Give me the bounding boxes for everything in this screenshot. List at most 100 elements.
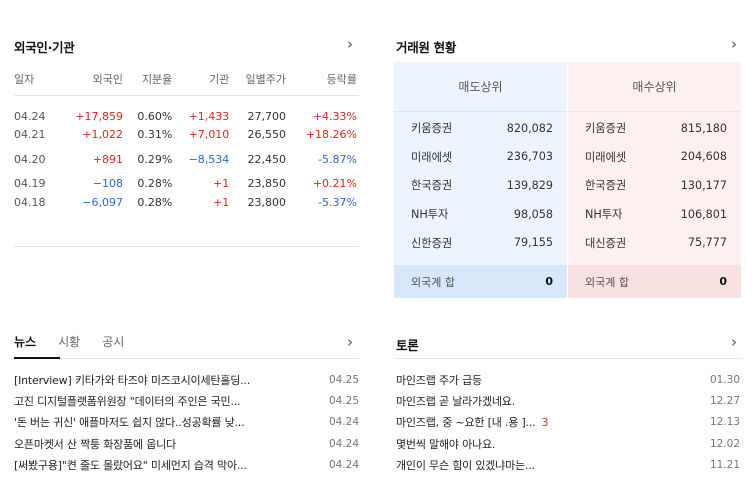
forum-post-title-wrap: 마인즈랩 곧 날라가겠네요. xyxy=(396,393,515,409)
forum-post-title-wrap: 마인즈랩 주가 급등 xyxy=(396,372,482,388)
broker-name: 한국증권 xyxy=(585,179,627,193)
forum-title: 토론 xyxy=(396,338,419,353)
news-headline[interactable]: 고진 디지털플랫폼위원장 "데이터의 주인은 국민... xyxy=(14,395,241,409)
broker-volume: 75,777 xyxy=(687,236,727,250)
cell-inst: −8,534 xyxy=(188,152,230,166)
broker-volume: 236,703 xyxy=(506,150,553,164)
buy-foreign-sum: 외국계 합 0 xyxy=(568,265,741,298)
chevron-right-icon[interactable]: › xyxy=(731,35,737,53)
cell-inst: +7,010 xyxy=(188,128,230,142)
sell-foreign-sum-value: 0 xyxy=(545,275,553,288)
divider xyxy=(14,358,359,359)
sell-broker-row[interactable]: NH투자 98,058 xyxy=(394,200,567,229)
table-row: 04.18 −6,097 0.28% +1 23,800 -5.37% xyxy=(14,196,359,220)
buy-broker-row[interactable]: 한국증권 130,177 xyxy=(568,171,741,200)
broker-title: 거래원 현황 xyxy=(396,40,457,55)
forum-post-date: 01.30 xyxy=(709,373,740,386)
tab-disclosure[interactable]: 공시 xyxy=(102,335,125,349)
broker-volume: 79,155 xyxy=(513,236,553,250)
news-date: 04.24 xyxy=(328,437,359,450)
broker-name: 신한증권 xyxy=(411,236,453,250)
cell-date: 04.21 xyxy=(14,128,46,142)
divider xyxy=(14,246,359,247)
sell-broker-row[interactable]: 한국증권 139,829 xyxy=(394,171,567,200)
chevron-right-icon[interactable]: › xyxy=(731,333,737,351)
buy-broker-row[interactable]: NH투자 106,801 xyxy=(568,200,741,229)
forum-post-date: 12.27 xyxy=(709,395,740,408)
forum-post[interactable]: 마인즈랩 곧 날라가겠네요. 12.27 xyxy=(396,390,740,411)
news-item[interactable]: [Interview] 키타가와 타즈야 미즈코시이세탄홀딩... 04.25 xyxy=(14,369,359,390)
sell-top-header: 매도상위 xyxy=(394,62,567,112)
forum-post-date: 12.02 xyxy=(709,437,740,450)
forum-post[interactable]: 마인즈랩, 중 ~요한 [내 .용 ]... 3 12.13 xyxy=(396,412,740,433)
cell-inst: +1,433 xyxy=(188,109,230,123)
cell-change: +0.21% xyxy=(312,176,357,190)
col-share: 지분율 xyxy=(141,72,173,86)
forum-post[interactable]: 몇번씩 말해야 아나요. 12.02 xyxy=(396,433,740,454)
buy-top-column: 매수상위 키움증권 815,180 미래에셋 204,608 한국증권 130,177 NH… xyxy=(568,62,741,298)
cell-foreign: +891 xyxy=(92,152,124,166)
table-row: 04.24 +17,859 0.60% +1,433 27,700 +4.33% xyxy=(14,95,359,123)
cell-share: 0.28% xyxy=(137,196,173,210)
sell-broker-row[interactable]: 키움증권 820,082 xyxy=(394,114,567,143)
forum-post[interactable]: 개인이 무슨 힘이 있겠냐마는... 11.21 xyxy=(396,455,740,476)
buy-broker-row[interactable]: 미래에셋 204,608 xyxy=(568,143,741,172)
news-item[interactable]: '돈 버는 귀신' 애플마저도 쉽지 않다..성공확률 낮... 04.24 xyxy=(14,412,359,433)
buy-broker-row[interactable]: 대신증권 75,777 xyxy=(568,228,741,257)
broker-name: 미래에셋 xyxy=(585,150,627,164)
cell-date: 04.18 xyxy=(14,196,46,210)
news-headline[interactable]: '돈 버는 귀신' 애플마저도 쉽지 않다..성공확률 낮... xyxy=(14,416,245,430)
forum-post-date: 12.13 xyxy=(709,416,740,429)
news-tabs: 뉴스 시황 공시 xyxy=(14,331,146,359)
forum-post-title[interactable]: 마인즈랩, 중 ~요한 [내 .용 ]... xyxy=(396,416,536,430)
broker-volume: 139,829 xyxy=(506,178,553,192)
cell-date: 04.24 xyxy=(14,109,46,123)
buy-foreign-sum-value: 0 xyxy=(719,275,727,288)
cell-share: 0.60% xyxy=(137,109,173,123)
news-date: 04.24 xyxy=(328,459,359,472)
col-price: 일별주가 xyxy=(245,72,286,86)
chevron-right-icon[interactable]: › xyxy=(347,333,353,351)
broker-volume: 98,058 xyxy=(513,207,553,221)
cell-inst: +1 xyxy=(213,196,230,210)
sell-broker-row[interactable]: 미래에셋 236,703 xyxy=(394,143,567,172)
cell-change: -5.87% xyxy=(318,152,357,166)
forum-post-title[interactable]: 마인즈랩 주가 급등 xyxy=(396,373,482,387)
col-foreign: 외국인 xyxy=(92,72,124,86)
cell-price: 26,550 xyxy=(247,128,287,142)
news-headline[interactable]: [써봤구용]"켠 줄도 몰랐어요" 미세먼지 습격 막아... xyxy=(14,459,247,473)
sell-foreign-sum: 외국계 합 0 xyxy=(394,265,567,298)
broker-volume: 820,082 xyxy=(506,121,553,135)
cell-share: 0.28% xyxy=(137,176,173,190)
sell-foreign-sum-label: 외국계 합 xyxy=(411,275,455,289)
broker-name: 키움증권 xyxy=(411,122,453,136)
chevron-right-icon[interactable]: › xyxy=(347,35,353,53)
forum-post-title[interactable]: 몇번씩 말해야 아나요. xyxy=(396,437,496,451)
active-tab-indicator xyxy=(14,357,60,359)
tab-news[interactable]: 뉴스 xyxy=(14,335,37,349)
buy-top-header: 매수상위 xyxy=(568,62,741,112)
news-item[interactable]: 고진 디지털플랫폼위원장 "데이터의 주인은 국민... 04.25 xyxy=(14,390,359,411)
forum-post-title-wrap: 마인즈랩, 중 ~요한 [내 .용 ]... 3 xyxy=(396,414,548,430)
cell-change: +18.26% xyxy=(305,128,357,142)
news-item[interactable]: 오픈마켓서 산 짝퉁 화장품에 웁니다 04.24 xyxy=(14,433,359,454)
cell-date: 04.20 xyxy=(14,152,46,166)
tab-market[interactable]: 시황 xyxy=(58,335,81,349)
cell-foreign: −108 xyxy=(92,176,124,190)
news-headline[interactable]: [Interview] 키타가와 타즈야 미즈코시이세탄홀딩... xyxy=(14,373,251,387)
col-inst: 기관 xyxy=(209,72,230,86)
forum-post-title[interactable]: 마인즈랩 곧 날라가겠네요. xyxy=(396,395,516,409)
broker-name: NH투자 xyxy=(585,208,623,222)
broker-name: 한국증권 xyxy=(411,179,453,193)
sell-broker-row[interactable]: 신한증권 79,155 xyxy=(394,228,567,257)
broker-volume: 106,801 xyxy=(680,207,727,221)
forum-post[interactable]: 마인즈랩 주가 급등 01.30 xyxy=(396,369,740,390)
forum-post-title[interactable]: 개인이 무슨 힘이 있겠냐마는... xyxy=(396,459,535,473)
news-item[interactable]: [써봤구용]"켠 줄도 몰랐어요" 미세먼지 습격 막아... 04.24 xyxy=(14,455,359,476)
table-header-row: 일자 외국인 지분율 기관 일별주가 등락률 xyxy=(14,63,359,95)
forum-post-date: 11.21 xyxy=(709,459,740,472)
news-headline[interactable]: 오픈마켓서 산 짝퉁 화장품에 웁니다 xyxy=(14,437,176,451)
sell-top-column: 매도상위 키움증권 820,082 미래에셋 236,703 한국증권 139,829 NH… xyxy=(394,62,567,298)
news-date: 04.25 xyxy=(328,395,359,408)
buy-broker-row[interactable]: 키움증권 815,180 xyxy=(568,114,741,143)
